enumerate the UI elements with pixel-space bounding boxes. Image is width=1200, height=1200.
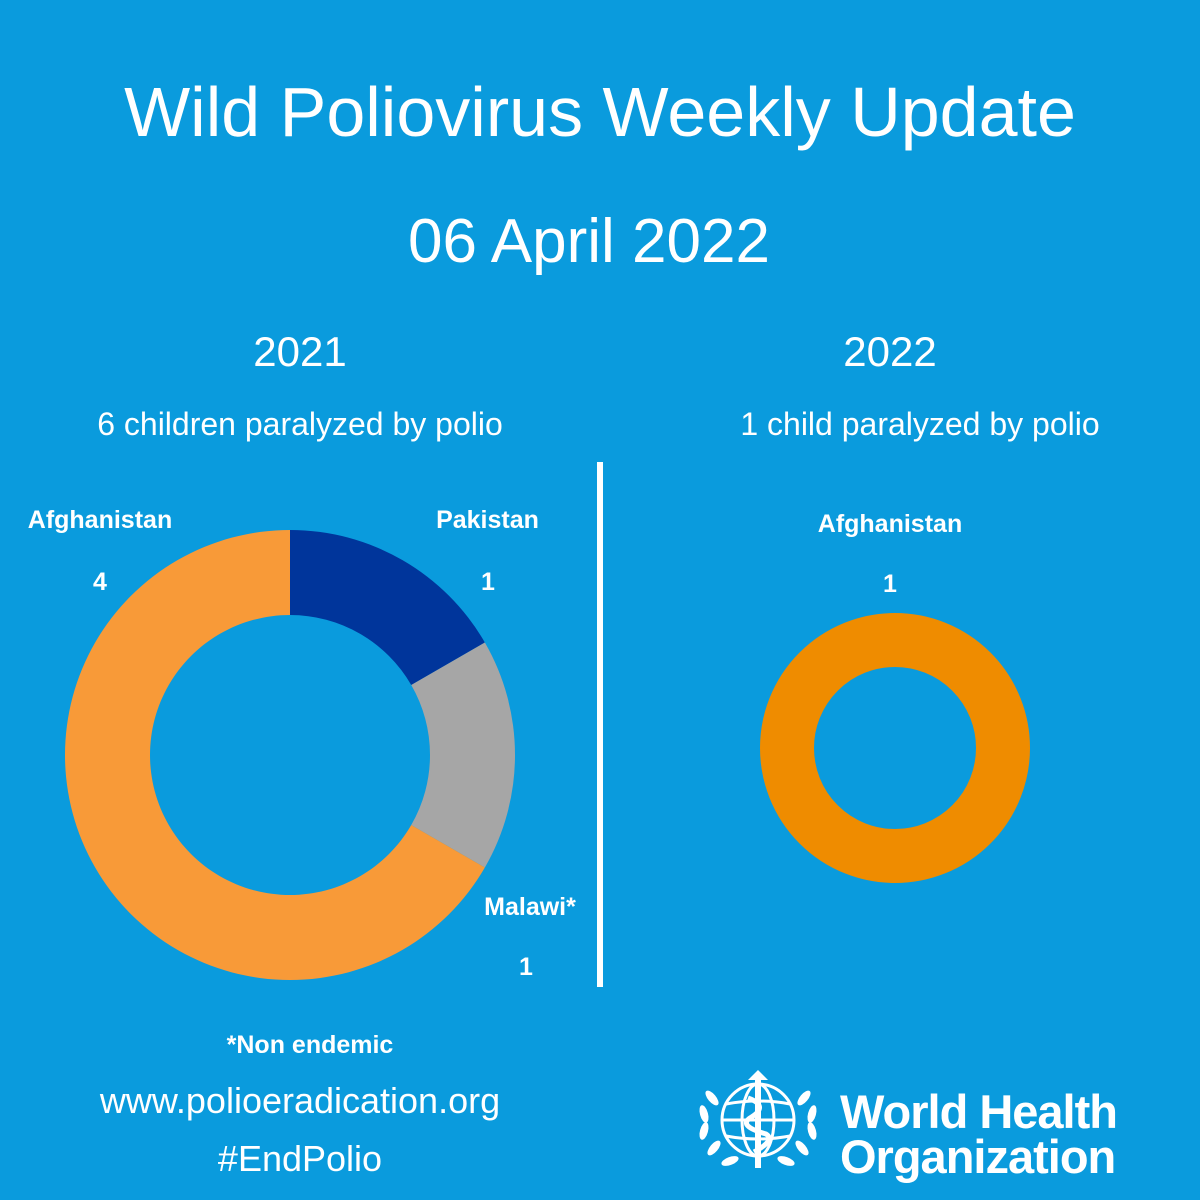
org-name-line1: World Health: [840, 1085, 1118, 1138]
value-afghanistan-2022: 1: [883, 570, 897, 598]
page-title: Wild Poliovirus Weekly Update: [124, 73, 1076, 151]
value-pakistan-2021: 1: [481, 568, 495, 596]
footnote: *Non endemic: [226, 1031, 394, 1059]
update-date: 06 April 2022: [408, 207, 770, 276]
label-afghanistan-2022: Afghanistan: [817, 510, 963, 538]
website-link[interactable]: www.polioeradication.org: [99, 1080, 501, 1121]
donut-2021-pakistan-slice: [290, 530, 485, 685]
donut-2021-malawi-slice: [411, 642, 515, 868]
org-name-line2: Organization: [840, 1130, 1116, 1183]
value-malawi-2021: 1: [519, 953, 533, 981]
chart-2022-title: 2022: [843, 328, 937, 375]
donut-2022-afghanistan-slice: [760, 613, 1030, 883]
donut-2021-afghanistan-slice: [65, 530, 485, 980]
label-malawi-2021: Malawi*: [484, 893, 576, 921]
label-afghanistan-2021: Afghanistan: [27, 506, 173, 534]
hashtag: #EndPolio: [217, 1138, 383, 1179]
panel-divider: [597, 462, 603, 987]
chart-2022-subtitle: 1 child paralyzed by polio: [740, 406, 1100, 442]
label-pakistan-2021: Pakistan: [436, 506, 539, 534]
chart-2021-title: 2021: [253, 328, 347, 375]
who-emblem-icon: [699, 1070, 817, 1168]
value-afghanistan-2021: 4: [93, 568, 107, 596]
chart-2021-subtitle: 6 children paralyzed by polio: [97, 406, 503, 442]
